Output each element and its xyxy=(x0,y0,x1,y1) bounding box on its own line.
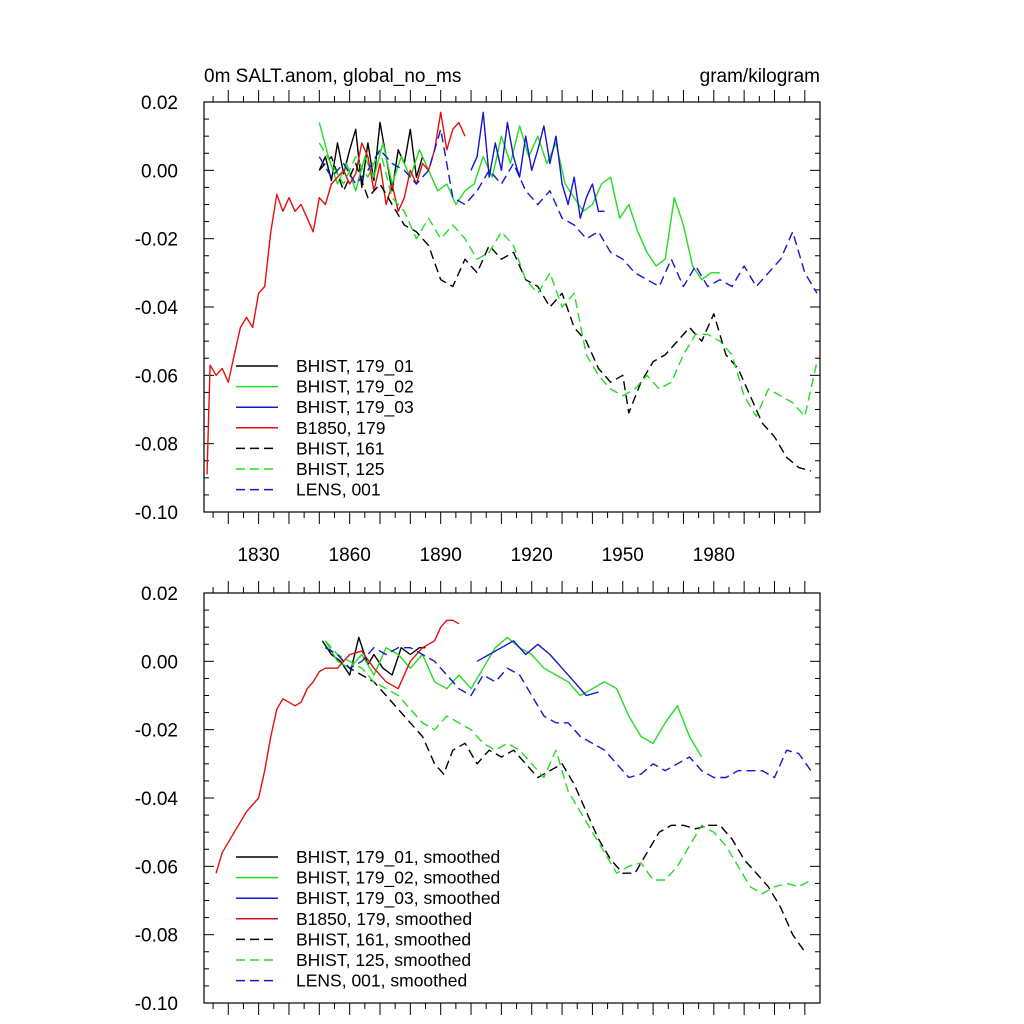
y-tick-label: -0.10 xyxy=(135,994,178,1015)
plot-frame xyxy=(203,101,821,513)
series-line xyxy=(318,122,720,281)
series-line xyxy=(318,155,812,472)
y-tick-label: -0.08 xyxy=(135,926,178,947)
x-tick-label: 1980 xyxy=(693,545,735,566)
chart-title: 0m SALT.anom, global_no_ms xyxy=(204,66,461,87)
y-tick-label: 0.02 xyxy=(141,93,178,114)
legend-label: BHIST, 179_01, smoothed xyxy=(296,847,500,868)
legend-label: LENS, 001 xyxy=(296,480,381,500)
series-line xyxy=(321,636,426,676)
plot-frame xyxy=(203,592,821,1004)
legend-label: BHIST, 179_02, smoothed xyxy=(296,868,500,889)
legend-label: BHIST, 125 xyxy=(296,459,385,479)
series-line xyxy=(325,647,812,779)
legend-label: BHIST, 179_01 xyxy=(296,356,414,377)
series-line xyxy=(324,640,812,895)
series-line xyxy=(318,142,818,417)
legend-label: BHIST, 125, smoothed xyxy=(296,950,471,970)
units-label: gram/kilogram xyxy=(700,66,820,87)
series-line xyxy=(470,111,605,219)
legend-label: BHIST, 161, smoothed xyxy=(296,929,471,949)
y-tick-label: -0.06 xyxy=(135,857,178,878)
series-line xyxy=(318,128,818,294)
series-line xyxy=(476,640,599,697)
y-tick-label: -0.04 xyxy=(135,298,179,319)
legend-label: B1850, 179 xyxy=(296,418,386,438)
series-line xyxy=(318,121,424,192)
y-tick-label: -0.08 xyxy=(135,435,178,456)
y-tick-label: 0.00 xyxy=(141,161,178,182)
x-tick-label: 1830 xyxy=(237,545,279,566)
x-tick-label: 1950 xyxy=(602,545,644,566)
top-panel: 0m SALT.anom, global_no_ms gram/kilogram… xyxy=(135,66,821,566)
series-line xyxy=(324,636,703,758)
legend-label: BHIST, 179_03, smoothed xyxy=(296,888,500,909)
series-line xyxy=(325,647,806,953)
x-tick-label: 1860 xyxy=(329,545,371,566)
y-tick-label: 0.02 xyxy=(141,584,178,605)
y-tick-label: 0.00 xyxy=(141,652,178,673)
series-line xyxy=(215,619,460,874)
legend-label: BHIST, 179_02 xyxy=(296,377,414,398)
y-tick-label: -0.06 xyxy=(135,366,178,387)
bottom-panel: 0.02 0.00 -0.02 -0.04 -0.06 -0.08 -0.10 BHIST,… xyxy=(135,581,821,1015)
y-tick-label: -0.10 xyxy=(135,503,178,524)
legend-label: LENS, 001, smoothed xyxy=(296,971,467,991)
y-tick-label: -0.04 xyxy=(135,789,179,810)
legend-label: BHIST, 179_03 xyxy=(296,397,414,418)
y-tick-label: -0.02 xyxy=(135,721,178,742)
legend-label: B1850, 179, smoothed xyxy=(296,909,472,929)
x-tick-label: 1890 xyxy=(420,545,462,566)
x-tick-label: 1920 xyxy=(511,545,553,566)
y-tick-label: -0.02 xyxy=(135,230,178,251)
series-line xyxy=(206,111,466,475)
legend-label: BHIST, 161 xyxy=(296,438,385,458)
